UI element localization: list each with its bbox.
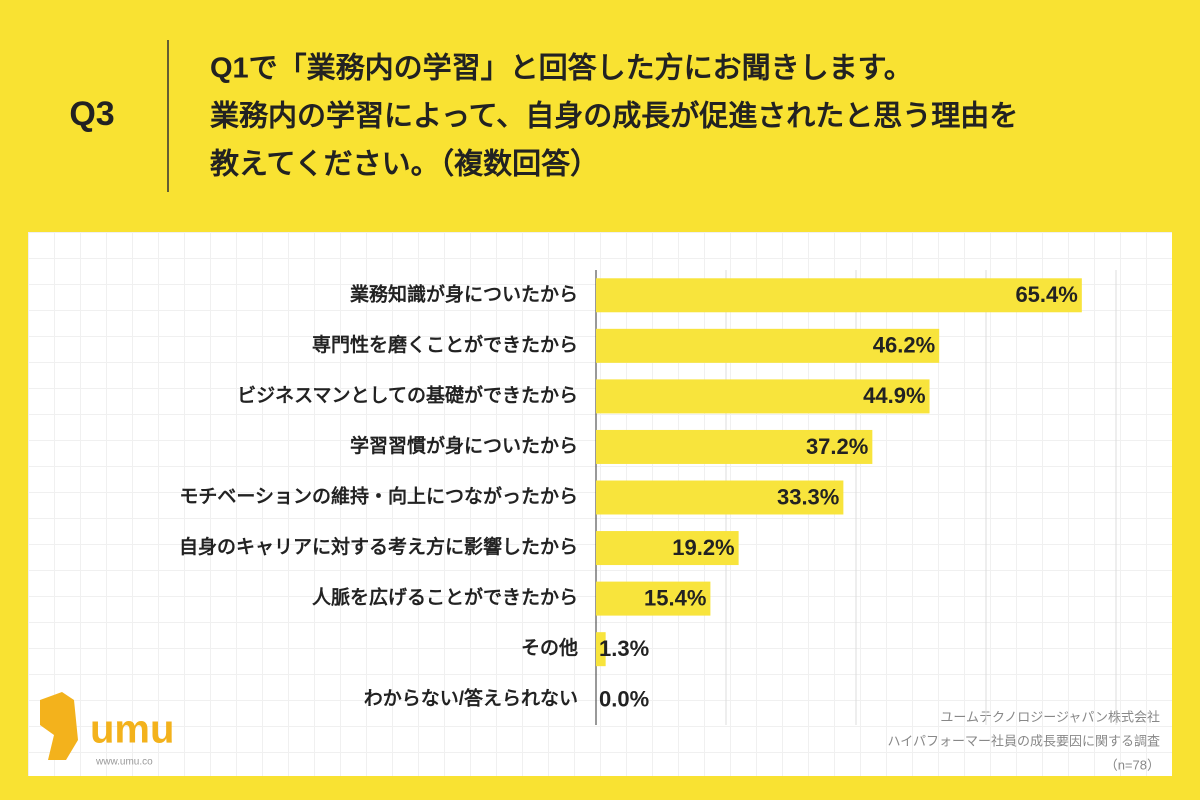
bar xyxy=(596,632,606,667)
question-label: Q3 xyxy=(69,95,114,133)
logo-icon xyxy=(40,692,78,760)
category-label: 自身のキャリアに対する考え方に影響したから xyxy=(179,535,578,558)
value-label: 44.9% xyxy=(863,383,925,408)
value-label: 65.4% xyxy=(1015,282,1077,307)
bar xyxy=(596,328,940,363)
value-label: 0.0% xyxy=(599,687,649,712)
bar xyxy=(596,429,873,464)
question-text: 業務内の学習によって、自身の成長が促進されたと思う理由を xyxy=(210,99,1018,133)
value-label: 19.2% xyxy=(672,535,734,560)
category-label: 専門性を磨くことができたから xyxy=(312,333,578,356)
source-text: （n=78） xyxy=(1105,757,1160,772)
category-label: ビジネスマンとしての基礎ができたから xyxy=(237,383,578,406)
value-label: 1.3% xyxy=(599,636,649,661)
bar xyxy=(596,278,1082,313)
category-label: その他 xyxy=(521,636,578,659)
category-label: 人脈を広げることができたから xyxy=(312,586,578,609)
logo-url: www.umu.co xyxy=(95,757,153,768)
question-text: Q1で「業務内の学習」と回答した方にお聞きします。 xyxy=(210,51,913,85)
logo: umu www.umu.co xyxy=(40,692,174,768)
bar xyxy=(596,379,930,414)
bar xyxy=(596,581,711,616)
value-label: 46.2% xyxy=(873,333,935,358)
logo-text: umu xyxy=(90,708,174,752)
source-text: ハイパフォーマー社員の成長要因に関する調査 xyxy=(888,733,1160,748)
value-label: 15.4% xyxy=(644,585,706,610)
category-label: 学習習慣が身についたから xyxy=(350,434,578,457)
category-label: 業務知識が身についたから xyxy=(349,282,578,305)
category-label: わからない/答えられない xyxy=(364,687,578,710)
question-text: 教えてください。（複数回答） xyxy=(210,147,599,181)
value-label: 33.3% xyxy=(777,484,839,509)
value-label: 37.2% xyxy=(806,434,868,459)
bar xyxy=(596,480,844,515)
category-label: モチベーションの維持・向上につながったから xyxy=(179,485,578,508)
bar xyxy=(596,531,739,566)
source-text: ユームテクノロジージャパン株式会社 xyxy=(940,709,1160,724)
